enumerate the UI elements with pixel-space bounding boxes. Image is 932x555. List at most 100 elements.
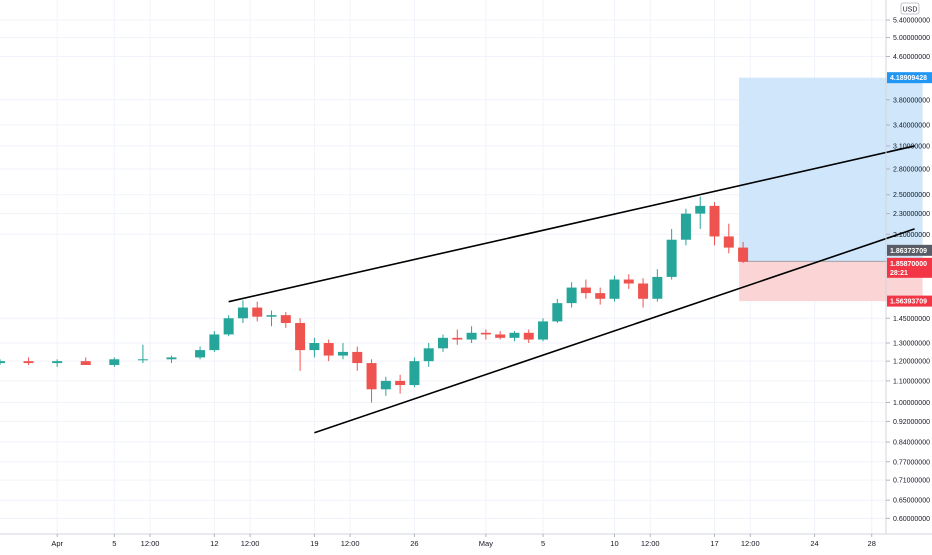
candle-body[interactable] [295, 322, 306, 351]
y-tick-label: 5.00000000 [893, 35, 930, 42]
take-profit-tag-text: 4.18909428 [890, 75, 927, 82]
candle-body[interactable] [409, 361, 420, 386]
candle-body[interactable] [566, 287, 577, 304]
y-tick-label: 2.10000000 [893, 232, 930, 239]
candle-body[interactable] [638, 283, 649, 299]
candle-body[interactable] [323, 343, 334, 356]
candle-body[interactable] [109, 359, 120, 365]
candle-body[interactable] [195, 350, 206, 358]
x-tick-label: 19 [310, 539, 318, 548]
candle-body[interactable] [166, 357, 177, 360]
candle-body[interactable] [709, 205, 720, 237]
candle-body[interactable] [280, 315, 291, 323]
y-tick-label: 0.77000000 [893, 459, 930, 466]
currency-badge [900, 2, 920, 15]
candle-body[interactable] [509, 332, 520, 338]
candle-body[interactable] [80, 361, 91, 365]
candle-body[interactable] [137, 359, 148, 361]
candle-body[interactable] [0, 361, 6, 364]
lower-trendline[interactable] [314, 228, 915, 434]
grid [0, 0, 886, 534]
x-tick-label: 28 [868, 539, 876, 548]
candle-body[interactable] [23, 361, 34, 364]
candle-body[interactable] [252, 307, 263, 317]
candles [0, 196, 749, 403]
candle-body[interactable] [223, 318, 234, 335]
candle-body[interactable] [366, 363, 377, 390]
candle-body[interactable] [609, 279, 620, 299]
candle-body[interactable] [237, 307, 248, 319]
y-tick-label: 1.45000000 [893, 316, 930, 323]
candle-body[interactable] [480, 332, 491, 335]
y-tick-label: 1.30000000 [893, 341, 930, 348]
x-tick-label: 12 [210, 539, 218, 548]
upper-trendline[interactable] [228, 145, 915, 303]
x-tick-label: 12:00 [241, 539, 260, 548]
candle-body[interactable] [452, 337, 463, 340]
y-tick-label: 0.71000000 [893, 478, 930, 485]
x-tick-label: 24 [810, 539, 818, 548]
y-tick-label: 1.10000000 [893, 378, 930, 385]
y-tick-label: 0.60000000 [893, 516, 930, 523]
entry-price-tag-text: 1.86373709 [890, 248, 927, 255]
candle-body[interactable] [538, 321, 549, 340]
trendlines [228, 145, 915, 434]
candle-body[interactable] [52, 361, 63, 364]
x-tick-label: Apr [51, 539, 63, 548]
stop-loss-tag-text: 1.56393709 [890, 299, 927, 306]
candle-body[interactable] [309, 343, 320, 351]
candle-body[interactable] [395, 380, 406, 386]
take-profit-tag [887, 72, 932, 84]
x-tick-label: 5 [541, 539, 545, 548]
candle-body[interactable] [266, 315, 277, 317]
time-axis[interactable]: Apr 5 12:00 12 12:00 19 12:00 26 May 5 10 12:00 17 12… [51, 534, 876, 548]
y-tick-label: 4.60000000 [893, 54, 930, 61]
candle-body[interactable] [595, 293, 606, 299]
candle-body[interactable] [723, 236, 734, 248]
last-price-tag-text: 1.85870000 [890, 261, 927, 268]
entry-price-tag [887, 244, 932, 256]
candle-body[interactable] [380, 380, 391, 390]
x-tick-label: 12:00 [341, 539, 360, 548]
y-tick-label: 3.10000000 [893, 143, 930, 150]
x-tick-label: 17 [710, 539, 718, 548]
candle-body[interactable] [495, 334, 506, 338]
candle-body[interactable] [695, 205, 706, 214]
stop-loss-tag [887, 295, 932, 307]
candle-body[interactable] [738, 247, 749, 262]
x-tick-label: 12:00 [641, 539, 660, 548]
candle-body[interactable] [580, 287, 591, 294]
last-price-tag [887, 257, 932, 278]
y-tick-label: 2.80000000 [893, 167, 930, 174]
currency-label: USD [903, 7, 918, 14]
y-tick-label: 3.40000000 [893, 122, 930, 129]
candle-body[interactable] [352, 351, 363, 364]
y-tick-label: 5.40000000 [893, 18, 930, 25]
candle-body[interactable] [552, 303, 563, 322]
candle-body[interactable] [209, 334, 220, 351]
candle-body[interactable] [423, 348, 434, 362]
y-tick-label: 3.80000000 [893, 97, 930, 104]
x-tick-label: 12:00 [141, 539, 160, 548]
price-tags: 4.18909428 1.86373709 1.85870000 28:21 1.563… [887, 72, 932, 307]
candle-body[interactable] [680, 213, 691, 240]
price-axis[interactable]: 5.40000000 5.00000000 4.60000000 3.80000000… [886, 18, 930, 523]
y-tick-label: 0.84000000 [893, 440, 930, 447]
candle-body[interactable] [437, 337, 449, 349]
y-tick-label: 1.00000000 [893, 400, 930, 407]
y-tick-label: 1.20000000 [893, 359, 930, 366]
candle-body[interactable] [337, 351, 348, 356]
candle-body[interactable] [466, 332, 477, 340]
x-tick-label: 26 [410, 539, 418, 548]
candle-body[interactable] [652, 276, 663, 299]
candle-body[interactable] [523, 332, 534, 340]
profit-zone[interactable] [739, 77, 923, 262]
candle-body[interactable] [623, 279, 634, 284]
x-tick-label: 5 [112, 539, 116, 548]
last-price-tag-text: 28:21 [890, 270, 908, 277]
y-tick-label: 0.65000000 [893, 498, 930, 505]
candle-body[interactable] [666, 239, 677, 277]
y-tick-label: 2.50000000 [893, 192, 930, 199]
